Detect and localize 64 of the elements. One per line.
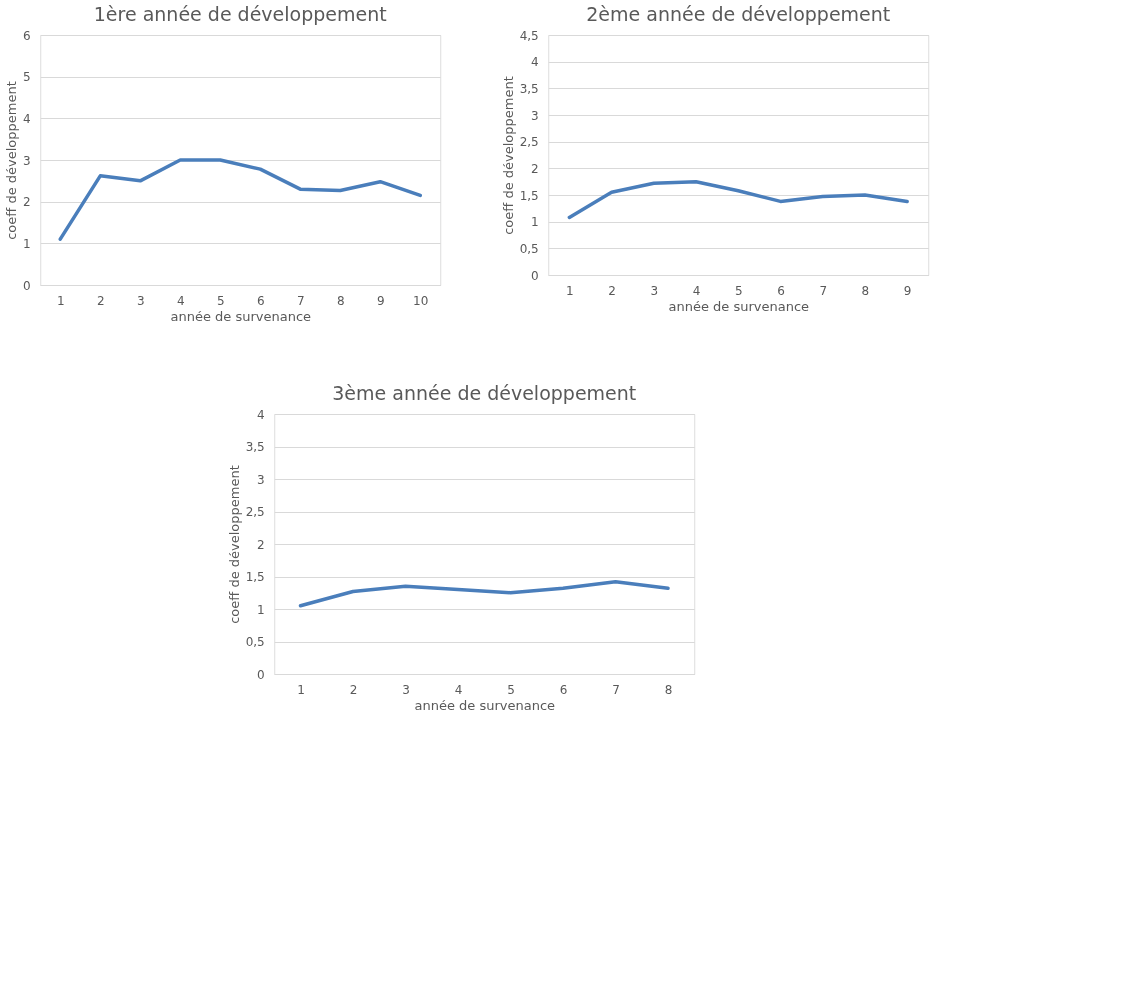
y-tick-label: 2,5 <box>245 505 265 519</box>
y-tick-label: 4 <box>531 55 539 70</box>
x-tick-label: 7 <box>819 283 828 298</box>
x-tick-label: 8 <box>861 283 870 298</box>
y-tick-label: 0 <box>23 278 31 293</box>
x-tick-label: 7 <box>296 293 305 308</box>
y-tick-label: 4 <box>257 407 265 422</box>
x-axis-title: année de survenance <box>668 298 810 314</box>
x-tick-label: 10 <box>413 293 429 308</box>
y-axis-title: coeff de développement <box>4 81 20 240</box>
x-tick-label: 4 <box>176 293 185 308</box>
y-tick-label: 4 <box>23 111 31 126</box>
x-axis-title: année de survenance <box>414 697 556 713</box>
y-tick-label: 3,5 <box>245 440 265 454</box>
y-tick-label: 2,5 <box>519 135 539 150</box>
x-tick-label: 2 <box>349 682 358 697</box>
x-tick-label: 9 <box>376 293 385 308</box>
x-tick-label: 2 <box>608 283 616 298</box>
y-tick-label: 1,5 <box>245 570 265 584</box>
line-series <box>567 179 909 220</box>
x-tick-label: 3 <box>136 293 145 308</box>
x-tick-label: 1 <box>297 682 305 697</box>
x-tick-label: 5 <box>216 293 225 308</box>
y-tick-label: 0,5 <box>245 635 265 649</box>
y-tick-label: 0 <box>531 268 539 283</box>
y-tick-label: 3 <box>257 472 265 487</box>
x-tick-label: 9 <box>903 283 912 298</box>
x-tick-label: 6 <box>559 682 568 697</box>
x-tick-label: 5 <box>734 283 743 298</box>
x-tick-label: 1 <box>56 293 65 308</box>
x-tick-label: 4 <box>692 283 701 298</box>
x-tick-label: 2 <box>96 293 105 308</box>
y-tick-label: 1,5 <box>519 188 539 203</box>
line-series <box>298 579 670 608</box>
y-tick-label: 5 <box>23 70 31 85</box>
x-tick-label: 6 <box>777 283 785 298</box>
x-tick-label: 3 <box>650 283 659 298</box>
y-tick-label: 0 <box>257 667 265 682</box>
y-tick-label: 2 <box>23 195 31 210</box>
x-axis-title: année de survenance <box>170 308 312 324</box>
y-tick-label: 3 <box>531 108 539 123</box>
x-tick-label: 4 <box>454 682 463 697</box>
y-tick-label: 2 <box>257 537 265 552</box>
y-tick-label: 4,5 <box>519 28 539 43</box>
y-tick-label: 3 <box>23 153 31 168</box>
chart-title: 2ème année de développement <box>586 3 891 25</box>
y-tick-label: 1 <box>531 215 539 230</box>
x-tick-label: 7 <box>612 682 620 697</box>
y-axis-title: coeff de développement <box>500 76 516 235</box>
x-tick-label: 1 <box>566 283 574 298</box>
x-tick-label: 8 <box>664 682 673 697</box>
y-tick-label: 0,5 <box>519 241 539 256</box>
y-axis-title: coeff de développement <box>226 465 242 624</box>
x-tick-label: 8 <box>336 293 345 308</box>
chart-title: 3ème année de développement <box>332 382 637 404</box>
y-tick-label: 1 <box>23 236 31 251</box>
y-tick-label: 6 <box>23 28 31 43</box>
y-tick-label: 2 <box>531 161 539 176</box>
x-tick-label: 5 <box>507 682 515 697</box>
y-tick-label: 1 <box>257 602 265 617</box>
x-tick-label: 3 <box>402 682 410 697</box>
line-series <box>58 158 422 241</box>
y-tick-label: 3,5 <box>519 81 539 96</box>
chart-title: 1ère année de développement <box>93 3 387 25</box>
